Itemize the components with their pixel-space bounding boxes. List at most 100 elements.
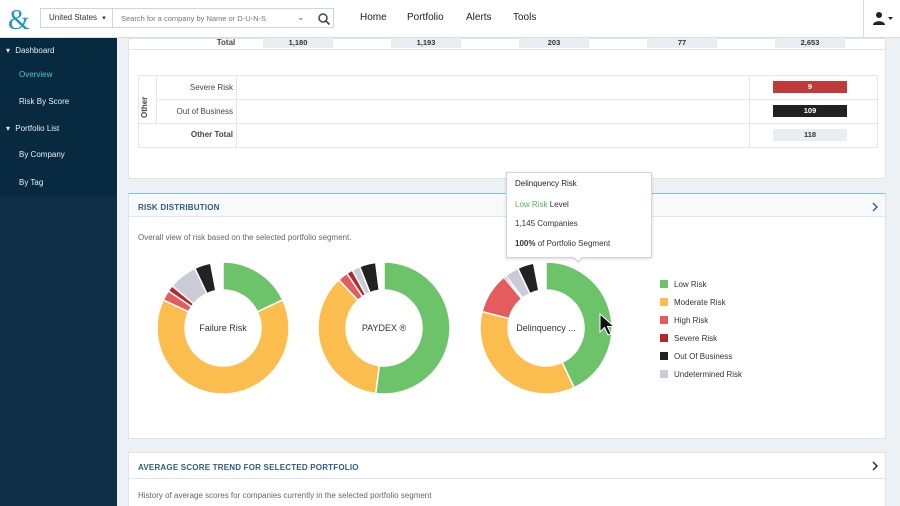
score-trend-header[interactable] bbox=[129, 453, 885, 479]
total-value[interactable]: 77 bbox=[647, 38, 717, 48]
row-label: Severe Risk bbox=[189, 83, 233, 92]
sidebar-item-label: Portfolio List bbox=[15, 124, 60, 133]
country-label: United States bbox=[49, 13, 98, 22]
row-divider bbox=[138, 75, 878, 76]
nav-alerts[interactable]: Alerts bbox=[466, 12, 492, 23]
legend-item[interactable]: Low Risk bbox=[660, 280, 706, 289]
country-selector[interactable]: United States ▾ bbox=[40, 8, 112, 28]
out-of-business-count[interactable]: 109 bbox=[773, 105, 847, 117]
total-value[interactable]: 2,653 bbox=[775, 38, 845, 48]
legend-label: High Risk bbox=[674, 316, 709, 325]
row-divider bbox=[129, 49, 885, 50]
legend-swatch bbox=[660, 316, 668, 324]
tooltip-title: Delinquency Risk bbox=[515, 179, 577, 188]
search-icon[interactable] bbox=[317, 12, 331, 26]
total-value[interactable]: 1,193 bbox=[391, 38, 461, 48]
donut-slice[interactable] bbox=[479, 310, 576, 395]
risk-distribution-title: RISK DISTRIBUTION bbox=[138, 203, 220, 212]
mouse-cursor-icon bbox=[599, 313, 616, 336]
sidebar-item-dashboard[interactable]: ▾ Dashboard bbox=[0, 38, 117, 64]
sidebar-item-label: By Company bbox=[19, 150, 65, 159]
sidebar-block bbox=[0, 38, 117, 196]
user-menu-icon[interactable] bbox=[872, 11, 894, 25]
legend-label: Undetermined Risk bbox=[674, 370, 743, 379]
score-trend-description: History of average scores for companies … bbox=[138, 491, 432, 500]
divider bbox=[863, 0, 864, 38]
nav-tools[interactable]: Tools bbox=[513, 12, 537, 23]
top-bar: & United States ▾ Search for a company b… bbox=[0, 0, 900, 38]
total-value[interactable]: 1,180 bbox=[263, 38, 333, 48]
tooltip-percent-suffix: of Portfolio Segment bbox=[537, 239, 611, 248]
donut-chart[interactable]: Failure Risk bbox=[156, 261, 290, 395]
legend-swatch bbox=[660, 298, 668, 306]
nav-home[interactable]: Home bbox=[360, 12, 387, 23]
sidebar-item-by-company[interactable]: By Company bbox=[0, 142, 117, 168]
donut-chart[interactable]: PAYDEX ® bbox=[317, 261, 451, 395]
legend-label: Moderate Risk bbox=[674, 298, 726, 307]
total-label: Total bbox=[216, 38, 236, 47]
legend-swatch bbox=[660, 352, 668, 360]
row-divider bbox=[156, 99, 878, 100]
tooltip-companies: 1,145 Companies bbox=[515, 219, 578, 228]
legend-item[interactable]: Undetermined Risk bbox=[660, 370, 742, 379]
caret-down-icon: ▾ bbox=[6, 124, 11, 133]
search-input[interactable]: Search for a company by Name or D-U-N-S … bbox=[112, 8, 334, 28]
row-divider bbox=[138, 147, 878, 148]
tooltip-arrow bbox=[573, 256, 583, 261]
caret-down-icon: ▾ bbox=[6, 46, 11, 55]
score-trend-title: AVERAGE SCORE TREND FOR SELECTED PORTFOL… bbox=[138, 463, 359, 472]
donut-slice[interactable] bbox=[374, 261, 451, 395]
legend-swatch bbox=[660, 334, 668, 342]
legend-label: Severe Risk bbox=[674, 334, 718, 343]
legend-item[interactable]: Severe Risk bbox=[660, 334, 717, 343]
donut-slice[interactable] bbox=[193, 262, 217, 295]
tooltip-percent-value: 100% bbox=[515, 239, 536, 248]
legend-swatch bbox=[660, 370, 668, 378]
total-value[interactable]: 203 bbox=[519, 38, 589, 48]
delinquency-tooltip: Delinquency Risk Low Risk Level 1,145 Co… bbox=[506, 172, 652, 258]
donut-slice[interactable] bbox=[545, 261, 613, 389]
donut-slice[interactable] bbox=[156, 298, 290, 395]
sidebar-item-risk-by-score[interactable]: Risk By Score bbox=[0, 89, 117, 115]
chevron-right-icon[interactable] bbox=[871, 461, 879, 471]
donut-slice[interactable] bbox=[317, 278, 381, 395]
col-divider bbox=[877, 75, 878, 147]
legend-label: Low Risk bbox=[674, 280, 707, 289]
legend-item[interactable]: Out Of Business bbox=[660, 352, 732, 361]
chevron-down-icon[interactable]: ⌄ bbox=[297, 12, 305, 22]
chevron-right-icon[interactable] bbox=[871, 202, 879, 212]
sidebar-item-label: Dashboard bbox=[15, 46, 55, 55]
portfolio-table-card: Total 1,180 1,193 203 77 2,653 Other Sev… bbox=[128, 38, 886, 179]
donut-slice[interactable] bbox=[516, 262, 540, 295]
donut-center-label: PAYDEX ® bbox=[362, 323, 407, 333]
legend-label: Out Of Business bbox=[674, 352, 733, 361]
col-divider bbox=[749, 75, 750, 147]
row-label: Out of Business bbox=[176, 107, 233, 116]
other-total-value[interactable]: 118 bbox=[773, 129, 847, 141]
dnb-logo-icon[interactable]: & bbox=[6, 5, 32, 33]
nav-portfolio[interactable]: Portfolio bbox=[407, 12, 444, 23]
svg-text:&: & bbox=[8, 5, 30, 33]
tooltip-percent: 100% of Portfolio Segment bbox=[515, 239, 610, 248]
sidebar-item-overview[interactable]: Overview bbox=[0, 62, 117, 88]
donut-chart[interactable]: Delinquency ... bbox=[479, 261, 613, 395]
legend-item[interactable]: Moderate Risk bbox=[660, 298, 726, 307]
search-placeholder: Search for a company by Name or D-U-N-S bbox=[121, 14, 267, 23]
other-total-label: Other Total bbox=[190, 130, 233, 139]
sidebar-item-label: Risk By Score bbox=[19, 97, 70, 106]
legend-item[interactable]: High Risk bbox=[660, 316, 708, 325]
donut-slice[interactable] bbox=[358, 261, 381, 294]
col-divider bbox=[138, 75, 139, 147]
col-divider bbox=[236, 75, 237, 147]
tooltip-level: Low Risk Level bbox=[515, 200, 569, 209]
sidebar-item-by-tag[interactable]: By Tag bbox=[0, 170, 117, 196]
sidebar-item-label: By Tag bbox=[19, 178, 44, 187]
sidebar: ▾ Dashboard Overview Risk By Score ▾ Por… bbox=[0, 38, 117, 506]
score-trend-card: AVERAGE SCORE TREND FOR SELECTED PORTFOL… bbox=[128, 452, 886, 506]
severe-risk-count[interactable]: 9 bbox=[773, 81, 847, 93]
sidebar-item-portfolio-list[interactable]: ▾ Portfolio List bbox=[0, 116, 117, 142]
legend-swatch bbox=[660, 280, 668, 288]
caret-down-icon: ▾ bbox=[102, 15, 106, 22]
donut-center-label: Delinquency ... bbox=[516, 323, 576, 333]
risk-distribution-description: Overall view of risk based on the select… bbox=[138, 233, 352, 242]
